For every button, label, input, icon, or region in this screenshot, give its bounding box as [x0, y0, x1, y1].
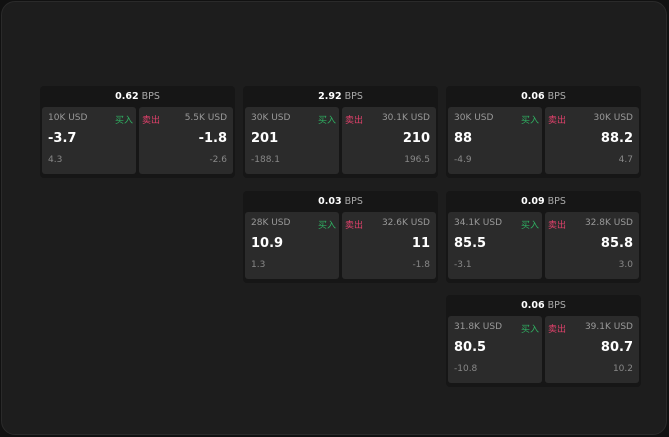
spread-unit: BPS — [141, 91, 160, 102]
bid-change: 4.3 — [48, 155, 63, 165]
spread-unit: BPS — [344, 91, 363, 102]
spread-value: 2.92 — [318, 91, 342, 102]
buy-label: 买入 — [114, 116, 133, 126]
bid-price: 10.9 — [251, 236, 284, 251]
ask-size: 30.1K USD — [381, 113, 430, 123]
sell-panel[interactable]: 卖出 39.1K USD 80.7 10.2 — [545, 316, 639, 383]
buy-panel[interactable]: 28K USD 买入 10.9 1.3 — [245, 212, 339, 279]
ask-price: 210 — [402, 131, 430, 146]
bid-price: 201 — [251, 131, 279, 146]
bid-size: 30K USD — [251, 113, 291, 123]
sell-panel[interactable]: 卖出 30K USD 88.2 4.7 — [545, 107, 639, 174]
ask-size: 5.5K USD — [184, 113, 227, 123]
ask-size: 30K USD — [593, 113, 633, 123]
bid-price: 88 — [454, 131, 473, 146]
spread-value: 0.06 — [521, 300, 545, 311]
bid-size: 34.1K USD — [454, 218, 503, 228]
quote-card: 0.06 BPS 31.8K USD 买入 80.5 -10.8 卖出 39.1… — [446, 295, 641, 387]
spread-value: 0.62 — [115, 91, 139, 102]
bid-size: 28K USD — [251, 218, 291, 228]
bid-change: 1.3 — [251, 260, 266, 270]
ask-price: -1.8 — [198, 131, 227, 146]
bid-change: -4.9 — [454, 155, 472, 165]
ask-change: 3.0 — [618, 260, 633, 270]
ask-size: 32.6K USD — [381, 218, 430, 228]
spread-header: 0.06 BPS — [446, 295, 641, 316]
buy-panel[interactable]: 34.1K USD 买入 85.5 -3.1 — [448, 212, 542, 279]
ask-change: 10.2 — [612, 364, 633, 374]
sell-label: 卖出 — [548, 325, 567, 335]
bid-size: 10K USD — [48, 113, 88, 123]
bid-size: 30K USD — [454, 113, 494, 123]
spread-value: 0.06 — [521, 91, 545, 102]
sell-label: 卖出 — [142, 116, 161, 126]
spread-value: 0.03 — [318, 196, 342, 207]
quote-card: 0.06 BPS 30K USD 买入 88 -4.9 卖出 30K USD 8… — [446, 86, 641, 178]
spread-unit: BPS — [547, 196, 566, 207]
ask-price: 88.2 — [600, 131, 633, 146]
quote-card: 0.62 BPS 10K USD 买入 -3.7 4.3 卖出 5.5K USD… — [40, 86, 235, 178]
ask-change: 4.7 — [618, 155, 633, 165]
ask-size: 39.1K USD — [584, 322, 633, 332]
ask-size: 32.8K USD — [584, 218, 633, 228]
buy-label: 买入 — [317, 116, 336, 126]
spread-unit: BPS — [547, 91, 566, 102]
sell-panel[interactable]: 卖出 5.5K USD -1.8 -2.6 — [139, 107, 233, 174]
spread-header: 2.92 BPS — [243, 86, 438, 107]
quote-card: 2.92 BPS 30K USD 买入 201 -188.1 卖出 30.1K … — [243, 86, 438, 178]
spread-unit: BPS — [344, 196, 363, 207]
sell-panel[interactable]: 卖出 32.6K USD 11 -1.8 — [342, 212, 436, 279]
spread-unit: BPS — [547, 300, 566, 311]
bid-change: -10.8 — [454, 364, 478, 374]
sell-panel[interactable]: 卖出 32.8K USD 85.8 3.0 — [545, 212, 639, 279]
ask-price: 85.8 — [600, 236, 633, 251]
bid-change: -188.1 — [251, 155, 281, 165]
ask-change: -2.6 — [209, 155, 227, 165]
quote-card: 0.03 BPS 28K USD 买入 10.9 1.3 卖出 32.6K US… — [243, 191, 438, 283]
buy-label: 买入 — [317, 221, 336, 231]
ask-price: 11 — [411, 236, 430, 251]
sell-label: 卖出 — [345, 116, 364, 126]
ask-change: -1.8 — [412, 260, 430, 270]
spread-header: 0.09 BPS — [446, 191, 641, 212]
buy-panel[interactable]: 30K USD 买入 201 -188.1 — [245, 107, 339, 174]
spread-header: 0.03 BPS — [243, 191, 438, 212]
spread-header: 0.06 BPS — [446, 86, 641, 107]
spread-value: 0.09 — [521, 196, 545, 207]
bid-size: 31.8K USD — [454, 322, 503, 332]
bid-price: 80.5 — [454, 340, 487, 355]
buy-panel[interactable]: 30K USD 买入 88 -4.9 — [448, 107, 542, 174]
ask-change: 196.5 — [404, 155, 430, 165]
ask-price: 80.7 — [600, 340, 633, 355]
buy-label: 买入 — [520, 325, 539, 335]
sell-label: 卖出 — [345, 221, 364, 231]
sell-label: 卖出 — [548, 221, 567, 231]
buy-label: 买入 — [520, 221, 539, 231]
buy-label: 买入 — [520, 116, 539, 126]
buy-panel[interactable]: 10K USD 买入 -3.7 4.3 — [42, 107, 136, 174]
bid-change: -3.1 — [454, 260, 472, 270]
buy-panel[interactable]: 31.8K USD 买入 80.5 -10.8 — [448, 316, 542, 383]
bid-price: 85.5 — [454, 236, 487, 251]
sell-panel[interactable]: 卖出 30.1K USD 210 196.5 — [342, 107, 436, 174]
spread-header: 0.62 BPS — [40, 86, 235, 107]
bid-price: -3.7 — [48, 131, 77, 146]
sell-label: 卖出 — [548, 116, 567, 126]
quote-card: 0.09 BPS 34.1K USD 买入 85.5 -3.1 卖出 32.8K… — [446, 191, 641, 283]
